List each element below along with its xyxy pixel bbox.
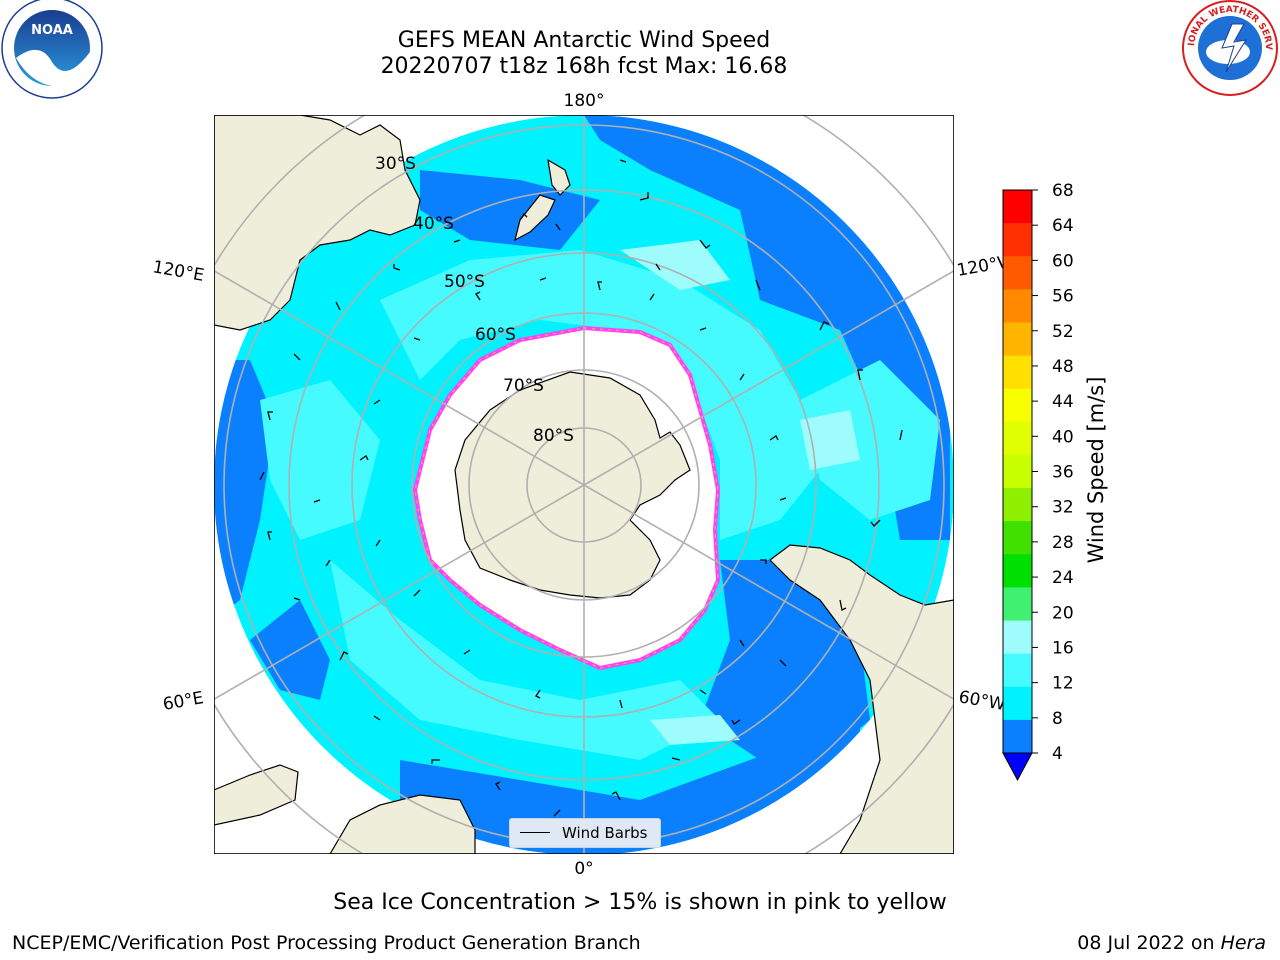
colorbar-swatch [1003, 223, 1032, 257]
land-australia [214, 115, 421, 331]
sea-ice-edge-high [414, 327, 719, 669]
colorbar-swatch [1003, 322, 1032, 357]
wind-zone-high-2 [650, 715, 740, 745]
wind-zone-mid-east [800, 360, 940, 520]
footer-date-text: 08 Jul 2022 on [1077, 932, 1221, 954]
lon-label-60w: 60°W [957, 687, 1007, 715]
land-masses [214, 115, 954, 854]
wind-zone-low-west [250, 600, 330, 700]
colorbar: 68 64 60 56 52 48 44 40 36 32 28 24 20 16 12 8 4 [1002, 181, 1074, 782]
colorbar-tick-label: 32 [1052, 498, 1074, 518]
nws-logo-text: NATIONAL WEATHER SERVICE [0, 0, 1273, 50]
colorbar-tick-label: 68 [1052, 181, 1074, 201]
colorbar-swatch [1003, 454, 1032, 489]
lon-label-180: 180° [564, 91, 605, 111]
colorbar-swatch [1003, 421, 1032, 456]
wind-zone-mid-ring-south [330, 560, 720, 760]
sea-ice-note: Sea Ice Concentration > 15% is shown in … [333, 890, 947, 915]
chart-title: GEFS MEAN Antarctic Wind Speed [397, 28, 771, 53]
land-new-zealand-south [514, 194, 556, 242]
colorbar-swatch [1003, 289, 1032, 323]
colorbar-tick-label: 44 [1052, 392, 1074, 412]
lon-label-0: 0° [574, 859, 593, 879]
legend-label: Wind Barbs [562, 824, 648, 842]
land-madagascar [214, 764, 299, 826]
colorbar-swatch [1003, 719, 1032, 754]
lon-label-120e: 120°E [151, 257, 205, 286]
land-south-america [769, 544, 954, 854]
lon-label-60e: 60°E [161, 688, 205, 715]
colorbar-swatch [1003, 388, 1032, 423]
colorbar-tick-label: 56 [1052, 287, 1074, 307]
colorbar-tick-label: 64 [1052, 216, 1074, 236]
map-legend: Wind Barbs [509, 818, 661, 848]
noaa-logo: NOAA [1, 0, 103, 99]
colorbar-swatch [1003, 653, 1032, 688]
colorbar-tick-label: 48 [1052, 357, 1074, 377]
latitude-labels: 30°S 40°S 50°S 60°S 70°S 80°S [375, 154, 574, 446]
map-area [214, 115, 954, 854]
colorbar-tick-label: 12 [1052, 674, 1074, 694]
colorbar-swatch [1003, 554, 1032, 588]
colorbar-swatch [1003, 686, 1032, 721]
colorbar-tick-label: 52 [1052, 322, 1074, 342]
lat-label-80s: 80°S [533, 426, 574, 446]
noaa-logo-text: NOAA [31, 23, 73, 38]
lat-label-40s: 40°S [413, 214, 454, 234]
wind-zone-low-tasman [420, 170, 600, 250]
legend-line-sample [520, 832, 550, 833]
colorbar-swatch [1003, 521, 1032, 555]
colorbar-tick-label: 36 [1052, 463, 1074, 483]
colorbar-swatch [1003, 587, 1032, 622]
lat-label-30s: 30°S [375, 154, 416, 174]
chart-subtitle: 20220707 t18z 168h fcst Max: 16.68 [380, 54, 788, 79]
footer-date-machine: Hera [1220, 932, 1266, 954]
colorbar-swatch [1003, 488, 1032, 522]
land-africa [329, 794, 476, 854]
nws-logo: NATIONAL WEATHER SERVICE [0, 0, 1278, 96]
colorbar-tick-label: 24 [1052, 568, 1074, 588]
colorbar-swatch [1003, 620, 1032, 655]
footer-date: 08 Jul 2022 on Hera [1077, 932, 1266, 954]
lat-label-60s: 60°S [475, 325, 516, 345]
colorbar-tick-label: 8 [1052, 709, 1063, 729]
colorbar-extend-triangle [1002, 752, 1033, 782]
colorbar-label: Wind Speed [m/s] [1084, 376, 1108, 564]
colorbar-swatch [1003, 190, 1032, 224]
footer-credit: NCEP/EMC/Verification Post Processing Pr… [12, 932, 641, 954]
wind-zone-high-1 [620, 240, 730, 290]
colorbar-tick-label: 20 [1052, 603, 1074, 623]
land-antarctica [454, 371, 691, 599]
colorbar-tick-label: 4 [1052, 744, 1063, 764]
lat-label-70s: 70°S [503, 376, 544, 396]
colorbar-swatch [1003, 256, 1032, 290]
colorbar-tick-label: 16 [1052, 638, 1074, 658]
wind-zone-mid-ring-north [380, 250, 820, 540]
colorbar-swatch [1003, 355, 1032, 390]
colorbar-tick-label: 60 [1052, 251, 1074, 271]
wind-barbs [259, 159, 903, 817]
lat-label-50s: 50°S [444, 272, 485, 292]
wind-zone-high-3 [800, 410, 860, 470]
colorbar-tick-label: 40 [1052, 427, 1074, 447]
colorbar-tick-label: 28 [1052, 533, 1074, 553]
